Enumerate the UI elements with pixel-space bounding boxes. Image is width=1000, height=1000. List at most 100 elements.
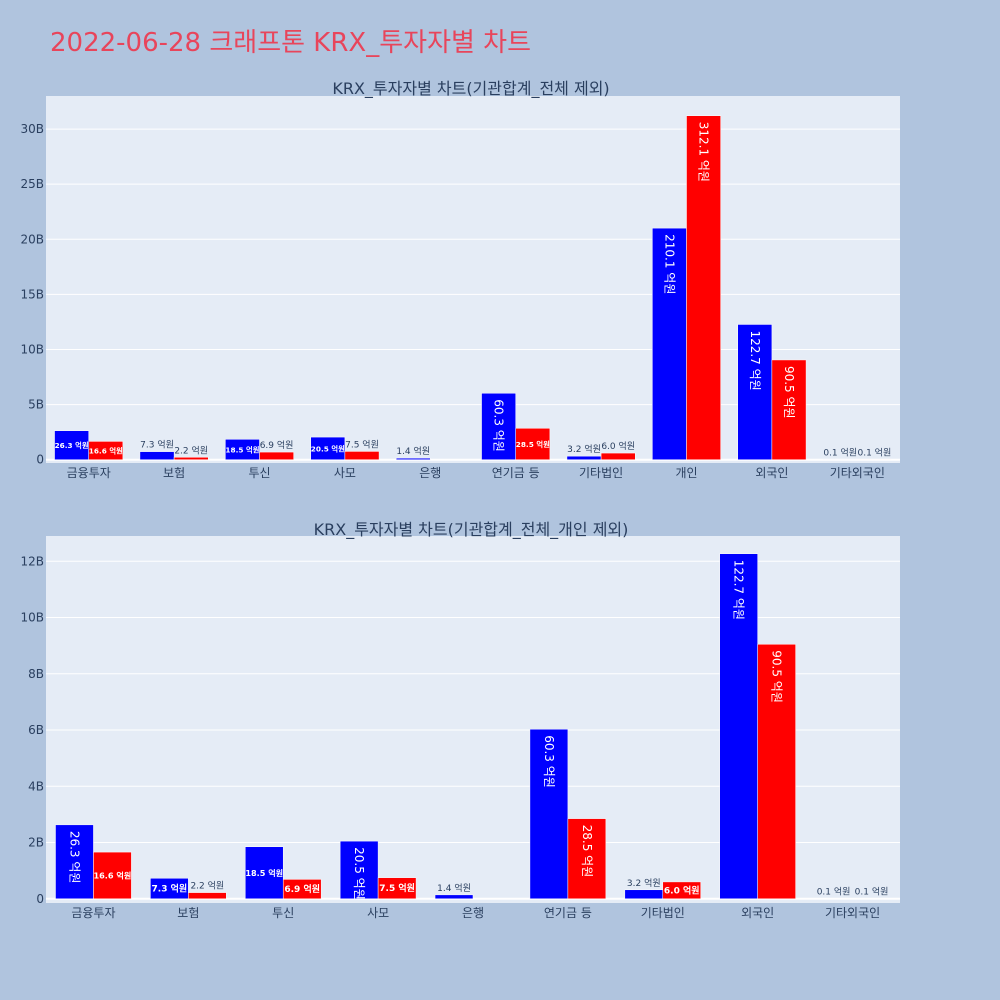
y-tick-label: 0 <box>36 892 44 906</box>
buy-bar <box>245 846 284 900</box>
x-tick-label: 보험 <box>177 906 199 920</box>
y-tick-label: 0 <box>36 453 44 467</box>
buy-bar <box>719 553 758 900</box>
data-label: 122.7 억원 <box>748 330 762 390</box>
sell-bar <box>686 115 721 460</box>
data-label: 26.3 억원 <box>67 831 81 884</box>
sell-bar <box>515 428 551 460</box>
data-label: 7.3 억원 <box>152 883 188 895</box>
sell-bar <box>88 441 124 460</box>
y-tick-label: 25B <box>20 177 44 191</box>
data-label: 0.1 억원 <box>817 886 851 898</box>
data-label: 20.5 억원 <box>311 444 345 453</box>
x-tick-label: 외국인 <box>755 466 788 480</box>
x-tick-label: 투신 <box>272 906 294 920</box>
sell-bar <box>173 457 209 460</box>
buy-bar <box>529 728 569 900</box>
sell-bar <box>188 892 227 900</box>
data-label: 26.3 억원 <box>55 441 89 450</box>
buy-bar <box>139 451 175 460</box>
sell-bar <box>93 851 132 900</box>
sell-bar <box>600 452 636 460</box>
x-tick-label: 금융투자 <box>71 906 115 920</box>
sell-bar <box>771 359 807 460</box>
x-tick-label: 연기금 등 <box>492 466 540 480</box>
y-tick-label: 10B <box>20 342 44 356</box>
data-label: 18.5 억원 <box>225 445 259 454</box>
data-label: 210.1 억원 <box>662 234 676 294</box>
buy-bar <box>310 436 346 460</box>
y-tick-label: 4B <box>28 779 44 793</box>
x-tick-label: 연기금 등 <box>544 906 592 920</box>
x-tick-label: 은행 <box>462 905 484 920</box>
chart-title: KRX_투자자별 차트(기관합계_전체 제외) <box>332 79 609 99</box>
y-tick-label: 8B <box>28 667 44 681</box>
data-label: 16.6 억원 <box>89 447 123 456</box>
x-tick-label: 기타법인 <box>641 906 685 920</box>
y-tick-label: 5B <box>28 398 44 412</box>
buy-bar <box>652 227 687 460</box>
chart-bottom: KRX_투자자별 차트(기관합계_전체_개인 제외) 0 2B 4B 6B 8B 10B 12… <box>20 520 900 920</box>
buy-bar <box>481 392 516 460</box>
data-label: 6.0 억원 <box>601 440 635 452</box>
x-tick-label: 외국인 <box>741 906 774 920</box>
data-label: 18.5 억원 <box>245 868 283 878</box>
data-label: 28.5 억원 <box>516 440 550 449</box>
data-label: 16.6 억원 <box>94 870 132 880</box>
data-label: 20.5 억원 <box>352 847 366 900</box>
data-label: 7.5 억원 <box>345 438 379 450</box>
data-label: 6.0 억원 <box>664 884 700 896</box>
y-tick-label: 6B <box>28 723 44 737</box>
data-label: 3.2 억원 <box>567 443 601 455</box>
data-label: 6.9 억원 <box>284 883 320 895</box>
x-tick-label: 개인 <box>675 466 697 480</box>
buy-bar <box>150 878 189 900</box>
data-label: 90.5 억원 <box>782 366 796 419</box>
x-tick-label: 사모 <box>367 906 389 920</box>
data-label: 60.3 억원 <box>542 735 556 788</box>
y-tick-label: 30B <box>20 122 44 136</box>
x-tick-label: 기타법인 <box>579 466 623 480</box>
sell-bar <box>377 877 417 900</box>
page-title: 2022-06-28 크래프톤 KRX_투자자별 차트 <box>50 28 532 58</box>
buy-bar <box>395 457 431 460</box>
data-label: 2.2 억원 <box>190 880 224 892</box>
sell-bar <box>282 879 322 900</box>
sell-bar <box>662 881 701 900</box>
sell-bar <box>259 451 294 460</box>
data-label: 28.5 억원 <box>580 825 594 878</box>
y-tick-label: 20B <box>20 232 44 246</box>
y-tick-label: 15B <box>20 287 44 301</box>
buy-bar <box>55 824 94 900</box>
data-label: 0.1 억원 <box>858 447 892 459</box>
x-tick-label: 금융투자 <box>67 466 111 480</box>
data-label: 60.3 억원 <box>492 399 506 452</box>
data-label: 2.2 억원 <box>174 444 208 456</box>
chart-top: KRX_투자자별 차트(기관합계_전체 제외) 0 5B 10B 15B 20B 25B 30… <box>20 79 900 480</box>
buy-bar <box>624 889 664 900</box>
data-label: 7.3 억원 <box>140 439 174 451</box>
buy-bar <box>339 840 379 900</box>
data-label: 312.1 억원 <box>697 122 711 182</box>
data-label: 6.9 억원 <box>260 439 294 451</box>
y-tick-label: 2B <box>28 836 44 850</box>
sell-bar <box>567 818 607 900</box>
y-tick-label: 12B <box>20 554 44 568</box>
data-label: 0.1 억원 <box>855 886 889 898</box>
data-label: 1.4 억원 <box>437 882 471 894</box>
x-tick-label: 기타외국인 <box>830 466 885 480</box>
sell-bar <box>757 644 796 900</box>
data-label: 7.5 억원 <box>379 882 415 894</box>
x-tick-label: 투신 <box>248 466 270 480</box>
y-tick-label: 10B <box>20 611 44 625</box>
sell-bar <box>344 451 380 460</box>
buy-bar <box>737 324 773 460</box>
data-label: 90.5 억원 <box>770 650 784 703</box>
x-tick-label: 보험 <box>163 466 185 480</box>
data-label: 0.1 억원 <box>823 447 857 459</box>
data-label: 1.4 억원 <box>396 445 430 457</box>
x-tick-label: 은행 <box>419 465 441 480</box>
x-tick-label: 기타외국인 <box>825 906 880 920</box>
x-tick-label: 사모 <box>334 466 356 480</box>
buy-bar <box>434 894 474 900</box>
